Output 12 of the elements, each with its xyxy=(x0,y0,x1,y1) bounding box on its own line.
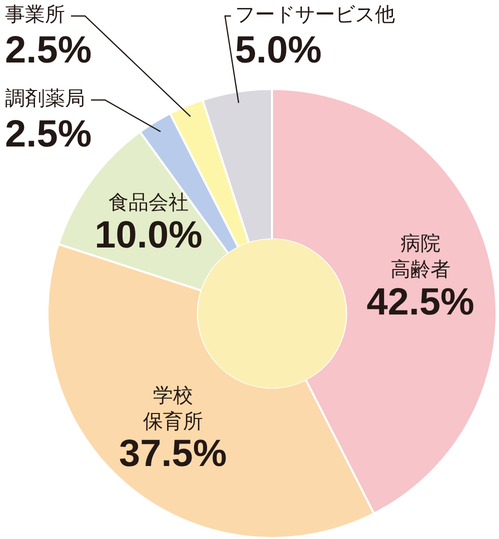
slice-label: フードサービス他 xyxy=(235,2,395,26)
data-label: 2.5% xyxy=(5,113,92,156)
data-label: 37.5% xyxy=(118,433,227,476)
data-label: 42.5% xyxy=(366,281,474,324)
slice-label: 調剤薬局 xyxy=(5,86,85,110)
slice-label: 病院高齢者 xyxy=(390,231,450,282)
slice-label: 事業所 xyxy=(5,2,65,26)
data-label: 5.0% xyxy=(235,29,322,72)
slice-label: 学校保育所 xyxy=(142,382,203,433)
data-label: 10.0% xyxy=(94,214,202,256)
slice-label: 食品会社 xyxy=(108,190,188,214)
data-label: 2.5% xyxy=(5,29,92,72)
